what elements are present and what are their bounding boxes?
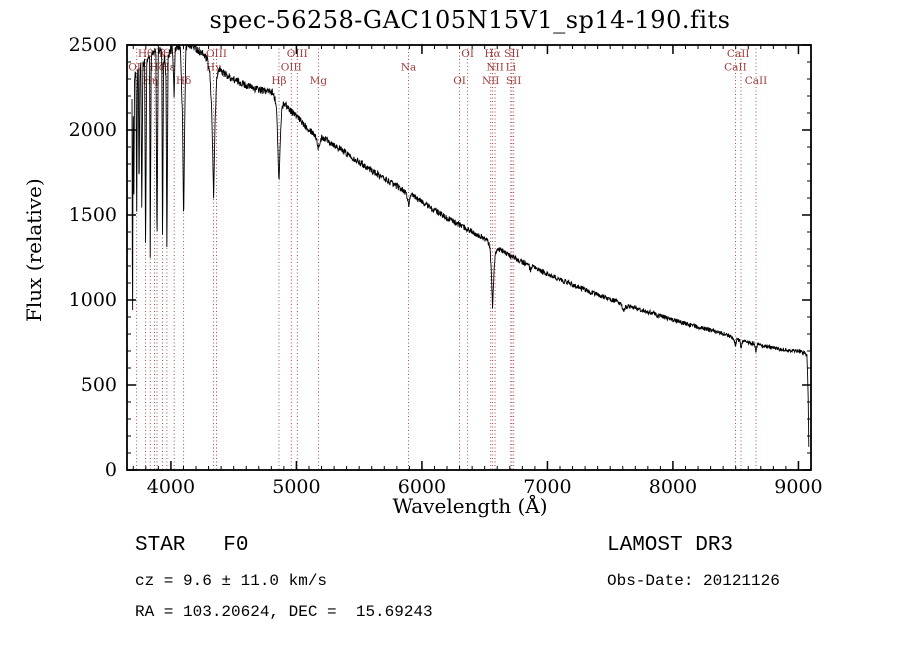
y-tick-label: 1500 xyxy=(69,204,117,226)
x-axis-label: Wavelength (Å) xyxy=(392,494,548,518)
x-tick-label: 5000 xyxy=(272,476,320,498)
line-label: Hζ xyxy=(150,62,165,74)
y-tick-label: 0 xyxy=(105,459,117,481)
axes: 4000 5000 6000 7000 8000 9000 0 500 1000 1500 2000… xyxy=(69,34,823,498)
line-label: Na xyxy=(401,62,416,74)
y-tick-label: 2500 xyxy=(69,34,117,56)
line-label: OIII xyxy=(206,48,227,60)
line-label: SII xyxy=(506,75,522,87)
x-tick-label: 7000 xyxy=(523,476,571,498)
line-label: NII xyxy=(482,75,499,87)
y-axis-label: Flux (relative) xyxy=(22,178,46,322)
line-label: NII xyxy=(486,62,503,74)
line-label: CaII xyxy=(724,62,747,74)
line-label: K xyxy=(159,48,167,60)
ra-dec-text: RA = 103.20624, DEC = 15.69243 xyxy=(135,603,433,621)
line-label: CaII xyxy=(745,75,768,87)
line-label: OIII xyxy=(281,62,302,74)
line-label: Hδ xyxy=(176,75,191,87)
x-tick-label: 9000 xyxy=(774,476,822,498)
line-label: OI xyxy=(461,48,474,60)
cz-text: cz = 9.6 ± 11.0 km/s xyxy=(135,572,328,590)
plot-title: spec-56258-GAC105N15V1_sp14-190.fits xyxy=(209,6,731,34)
y-tick-label: 2000 xyxy=(69,119,117,141)
object-type-text: STAR F0 xyxy=(135,534,249,557)
line-label: Hβ xyxy=(271,75,286,87)
spectrum-curve xyxy=(131,45,810,447)
line-label: Hθ xyxy=(138,48,153,60)
line-label: SII xyxy=(504,48,520,60)
obs-date-text: Obs-Date: 20121126 xyxy=(607,572,780,590)
line-label: OI xyxy=(453,75,466,87)
line-label: Li xyxy=(506,62,517,74)
line-label: Mg xyxy=(310,75,328,87)
x-tick-label: 8000 xyxy=(649,476,697,498)
y-tick-label: 500 xyxy=(81,374,117,396)
x-tick-label: 4000 xyxy=(147,476,195,498)
line-label: H xyxy=(162,48,171,60)
y-tick-label: 1000 xyxy=(69,289,117,311)
line-label: Hα xyxy=(484,48,500,60)
line-label: CaII xyxy=(727,48,750,60)
survey-text: LAMOST DR3 xyxy=(607,534,734,557)
x-tick-label: 6000 xyxy=(398,476,446,498)
line-label: OIII xyxy=(287,48,308,60)
spectral-line-markers xyxy=(136,45,757,470)
